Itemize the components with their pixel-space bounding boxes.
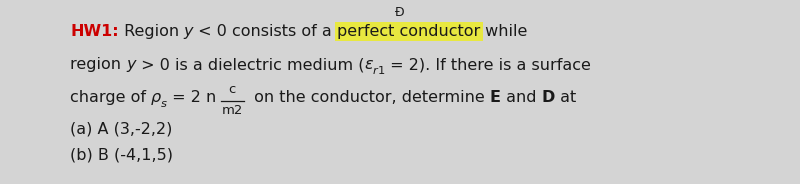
Text: Region: Region (118, 24, 184, 39)
Text: on the conductor, determine: on the conductor, determine (249, 90, 490, 105)
Text: ρ: ρ (151, 90, 162, 105)
Text: D: D (542, 90, 555, 105)
Text: y: y (126, 57, 136, 72)
Text: Đ: Đ (395, 6, 405, 19)
Text: while: while (481, 24, 528, 39)
Text: (a) A (3,-2,2): (a) A (3,-2,2) (70, 122, 172, 137)
Text: < 0 consists of a: < 0 consists of a (194, 24, 338, 39)
Text: perfect conductor: perfect conductor (338, 24, 481, 39)
Text: region: region (70, 57, 126, 72)
Text: = 2 n: = 2 n (167, 90, 222, 105)
Text: and: and (501, 90, 542, 105)
Text: 1: 1 (378, 66, 385, 76)
Text: charge of: charge of (70, 90, 151, 105)
Text: > 0 is a dielectric medium (: > 0 is a dielectric medium ( (136, 57, 364, 72)
Text: (b) B (-4,1,5): (b) B (-4,1,5) (70, 147, 173, 162)
Text: c: c (229, 83, 236, 96)
Text: ε: ε (364, 57, 373, 72)
Text: s: s (162, 99, 167, 109)
Text: HW1:: HW1: (70, 24, 118, 39)
Text: E: E (490, 90, 501, 105)
Text: = 2). If there is a surface: = 2). If there is a surface (385, 57, 590, 72)
Text: r: r (373, 66, 378, 76)
Text: m2: m2 (222, 104, 243, 117)
Text: y: y (184, 24, 194, 39)
Text: at: at (555, 90, 576, 105)
